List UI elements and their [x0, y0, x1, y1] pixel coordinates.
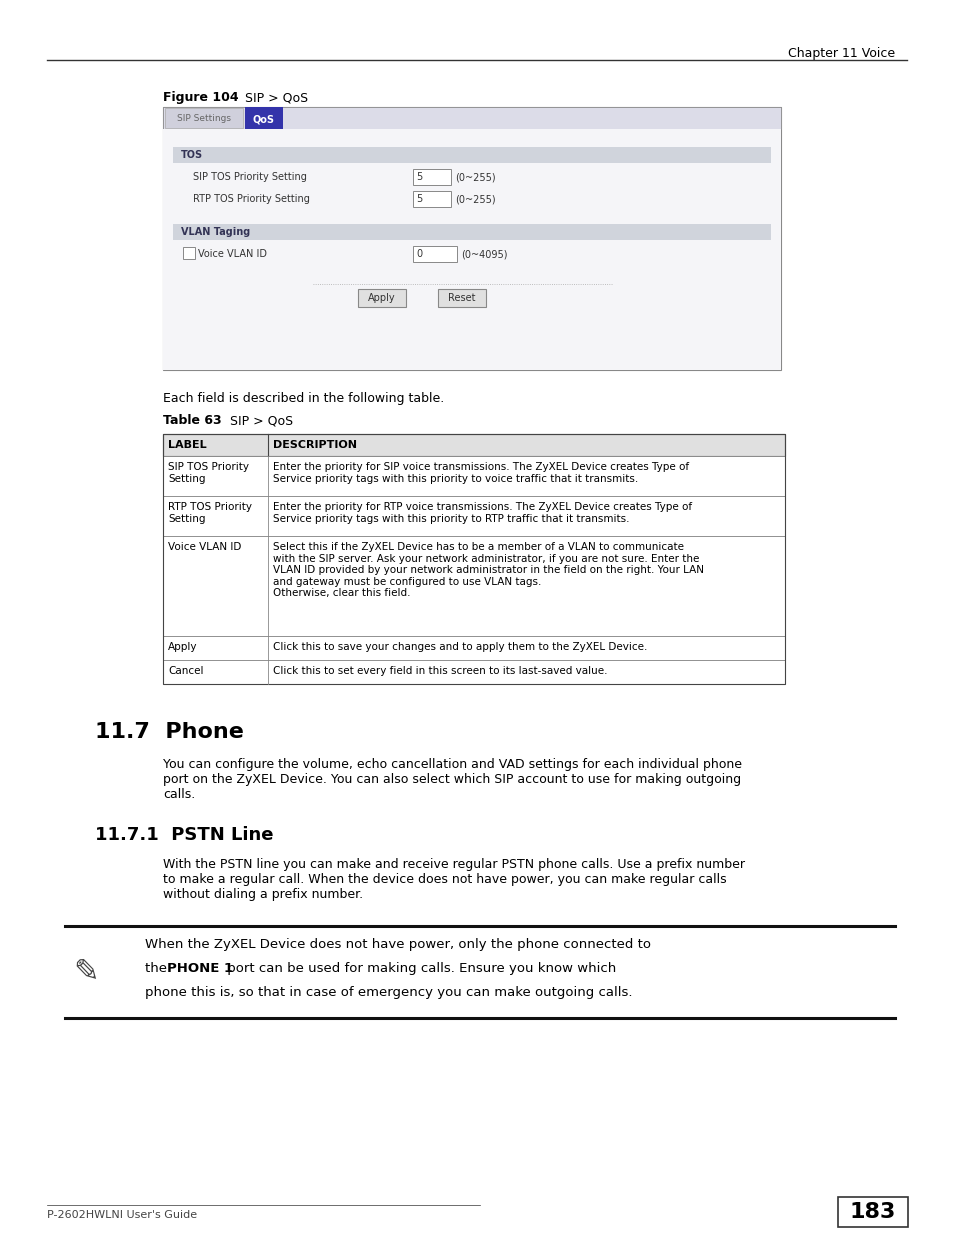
Text: Click this to save your changes and to apply them to the ZyXEL Device.: Click this to save your changes and to a…: [273, 642, 647, 652]
Text: (0~255): (0~255): [455, 172, 496, 182]
Bar: [183, 247, 194, 259]
Bar: [163, 636, 784, 659]
Text: TOS: TOS: [181, 149, 203, 161]
Text: Each field is described in the following table.: Each field is described in the following…: [163, 391, 444, 405]
Text: Click this to set every field in this screen to its last-saved value.: Click this to set every field in this sc…: [273, 666, 607, 676]
Bar: [163, 433, 784, 456]
Bar: [413, 191, 451, 207]
Text: 11.7.1  PSTN Line: 11.7.1 PSTN Line: [95, 826, 274, 844]
Text: 5: 5: [416, 194, 422, 204]
Text: RTP TOS Priority
Setting: RTP TOS Priority Setting: [168, 501, 252, 524]
Text: SIP > QoS: SIP > QoS: [222, 414, 293, 427]
Bar: [165, 107, 243, 128]
Bar: [172, 224, 770, 240]
Text: SIP TOS Priority Setting: SIP TOS Priority Setting: [193, 172, 307, 182]
Text: SIP Settings: SIP Settings: [177, 114, 231, 122]
Text: P-2602HWLNI User's Guide: P-2602HWLNI User's Guide: [47, 1210, 197, 1220]
Text: RTP TOS Priority Setting: RTP TOS Priority Setting: [193, 194, 310, 204]
Bar: [172, 147, 770, 163]
Bar: [245, 107, 283, 132]
Bar: [413, 246, 456, 262]
Text: Apply: Apply: [168, 642, 197, 652]
Text: PHONE 1: PHONE 1: [167, 962, 233, 974]
Text: (0~4095): (0~4095): [460, 249, 507, 259]
Bar: [163, 128, 781, 370]
Text: Enter the priority for SIP voice transmissions. The ZyXEL Device creates Type of: Enter the priority for SIP voice transmi…: [273, 462, 688, 484]
Text: 183: 183: [849, 1202, 895, 1221]
Text: Cancel: Cancel: [168, 666, 203, 676]
Text: Table 63: Table 63: [163, 414, 221, 427]
Text: SIP > QoS: SIP > QoS: [245, 91, 308, 104]
Bar: [163, 107, 781, 128]
Text: Figure 104: Figure 104: [163, 91, 238, 104]
Text: Voice VLAN ID: Voice VLAN ID: [198, 249, 267, 259]
Bar: [163, 659, 784, 684]
Text: SIP TOS Priority
Setting: SIP TOS Priority Setting: [168, 462, 249, 484]
Bar: [837, 1197, 907, 1228]
Bar: [357, 289, 406, 308]
Text: port can be used for making calls. Ensure you know which: port can be used for making calls. Ensur…: [223, 962, 616, 974]
Text: ✎: ✎: [73, 957, 98, 987]
Bar: [163, 433, 784, 684]
Text: LABEL: LABEL: [168, 440, 207, 450]
Text: 11.7  Phone: 11.7 Phone: [95, 722, 244, 742]
Text: Chapter 11 Voice: Chapter 11 Voice: [787, 47, 894, 61]
Text: 5: 5: [416, 172, 422, 182]
Text: Enter the priority for RTP voice transmissions. The ZyXEL Device creates Type of: Enter the priority for RTP voice transmi…: [273, 501, 691, 524]
Text: You can configure the volume, echo cancellation and VAD settings for each indivi: You can configure the volume, echo cance…: [163, 758, 741, 802]
Text: Reset: Reset: [448, 293, 476, 303]
Bar: [413, 169, 451, 185]
Bar: [163, 107, 781, 370]
Bar: [437, 289, 485, 308]
Text: When the ZyXEL Device does not have power, only the phone connected to: When the ZyXEL Device does not have powe…: [145, 939, 650, 951]
Text: With the PSTN line you can make and receive regular PSTN phone calls. Use a pref: With the PSTN line you can make and rece…: [163, 858, 744, 902]
Bar: [163, 536, 784, 636]
Text: Voice VLAN ID: Voice VLAN ID: [168, 542, 241, 552]
Bar: [163, 456, 784, 496]
Text: Apply: Apply: [368, 293, 395, 303]
Text: Select this if the ZyXEL Device has to be a member of a VLAN to communicate
with: Select this if the ZyXEL Device has to b…: [273, 542, 703, 599]
Text: the: the: [145, 962, 172, 974]
Text: QoS: QoS: [253, 114, 274, 124]
Text: VLAN Taging: VLAN Taging: [181, 227, 250, 237]
Text: phone this is, so that in case of emergency you can make outgoing calls.: phone this is, so that in case of emerge…: [145, 986, 632, 999]
Text: 0: 0: [416, 249, 421, 259]
Bar: [163, 496, 784, 536]
Text: (0~255): (0~255): [455, 194, 496, 204]
Text: DESCRIPTION: DESCRIPTION: [273, 440, 356, 450]
